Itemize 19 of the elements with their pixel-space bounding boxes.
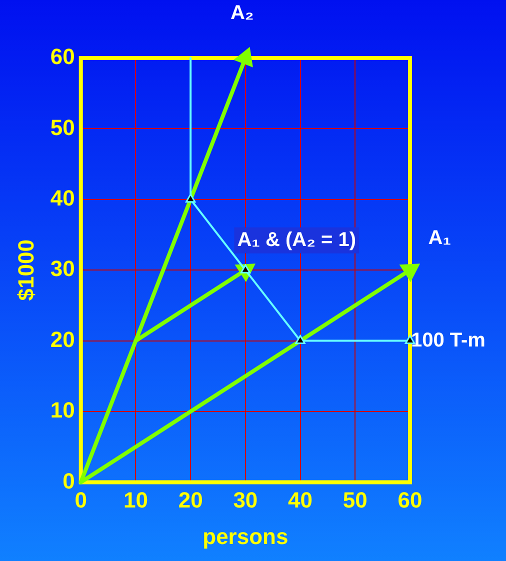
text: A₁ [428, 226, 451, 249]
y-tick-label: 20 [50, 326, 75, 352]
x-tick-label: 40 [288, 487, 313, 512]
x-tick-label: 50 [342, 487, 368, 512]
x-axis-title: persons [202, 524, 288, 549]
y-tick-label: 0 [62, 468, 75, 494]
y-axis-title: $1000 [13, 240, 38, 301]
x-tick-label: 60 [398, 487, 422, 512]
y-tick-label: 30 [50, 256, 75, 282]
y-tick-label: 10 [50, 398, 75, 423]
annotation: A₁ & (A₂ = 1) [237, 228, 356, 251]
y-tick-label: 50 [50, 114, 75, 140]
text: 100 T-m [410, 329, 486, 352]
x-tick-label: 30 [233, 487, 258, 512]
x-tick-label: 20 [178, 487, 203, 512]
y-tick-label: 40 [50, 185, 75, 210]
x-tick-label: 10 [123, 487, 148, 512]
y-tick-label: 60 [50, 44, 75, 70]
text: A₂ [230, 2, 254, 24]
